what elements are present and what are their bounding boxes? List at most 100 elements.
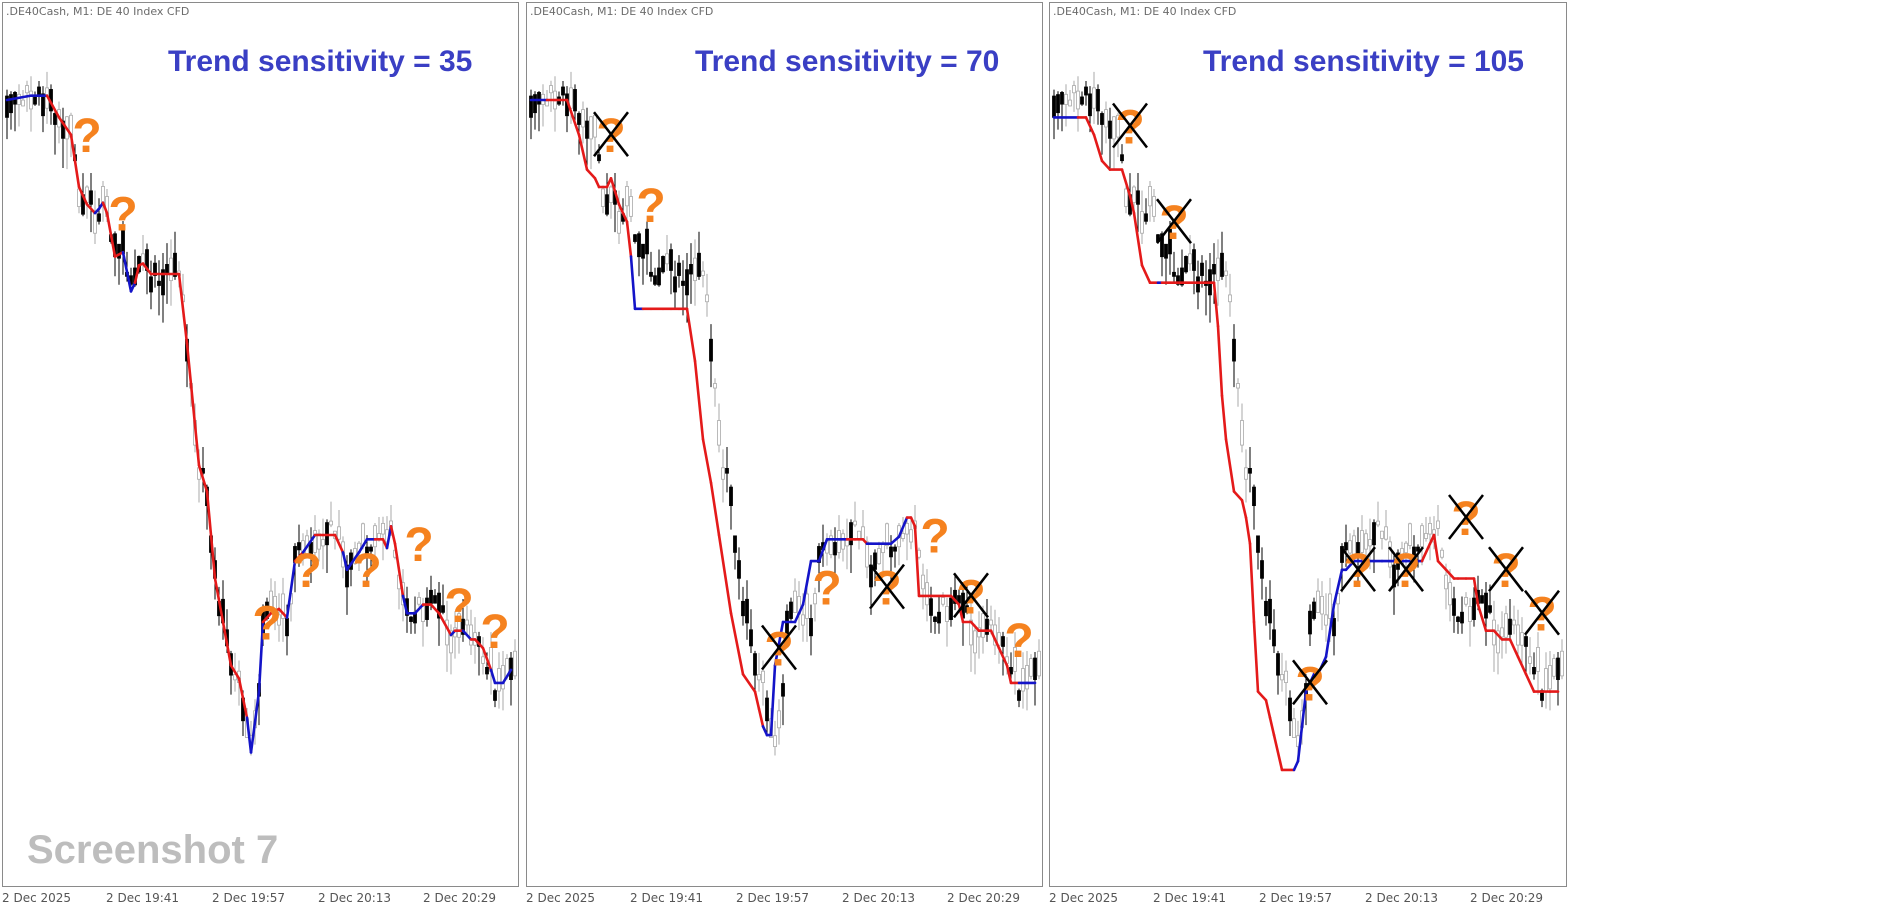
- chart-panel-3[interactable]: ???????? .DE40Cash, M1: DE 40 Index CFD …: [1049, 2, 1567, 887]
- candle-body: [149, 276, 153, 293]
- question-mark-annotation: ?: [480, 606, 509, 659]
- candle-body: [481, 656, 485, 664]
- candle-body: [985, 618, 989, 635]
- candle-body: [297, 542, 301, 551]
- trend-line-segment: [969, 620, 981, 633]
- trend-line-segment: [1300, 690, 1308, 728]
- candle-body: [1033, 657, 1037, 680]
- candle-body: [1092, 87, 1096, 109]
- trend-line-segment: [129, 281, 137, 293]
- candle-body: [1316, 590, 1320, 614]
- candle-body: [1196, 276, 1200, 293]
- trend-line-segment: [437, 611, 453, 637]
- candle-body: [1548, 665, 1552, 690]
- x-tick-label: 2 Dec 20:29: [1470, 891, 1544, 905]
- candle-body: [1152, 196, 1156, 217]
- candle-body: [1013, 647, 1017, 672]
- candle-body: [1120, 154, 1124, 162]
- candle-body: [533, 94, 537, 114]
- candle-body: [1037, 650, 1041, 677]
- trend-line-segment: [185, 342, 201, 467]
- trend-line-segment: [141, 262, 153, 276]
- candle-body: [1021, 668, 1025, 692]
- candle-body: [409, 616, 413, 622]
- candle-body: [501, 665, 505, 690]
- candle-body: [1360, 530, 1364, 553]
- candle-body: [617, 211, 621, 234]
- candle-body: [1228, 294, 1232, 303]
- candle-body: [153, 262, 157, 276]
- candle-body: [421, 606, 425, 622]
- trend-line-segment: [609, 177, 621, 206]
- cross-out-mark: [1340, 546, 1376, 592]
- candle-body: [157, 280, 161, 286]
- candle-body: [1508, 618, 1512, 635]
- trend-line-segment: [909, 516, 917, 528]
- candle-body: [17, 93, 21, 105]
- chart-panel-2[interactable]: ???????? .DE40Cash, M1: DE 40 Index CFD …: [526, 2, 1043, 887]
- candle-body: [1252, 486, 1256, 507]
- candle-body: [1320, 595, 1324, 615]
- question-mark-annotation: ?: [1527, 589, 1556, 642]
- candle-body: [89, 190, 93, 205]
- trend-line-segment: [293, 551, 305, 563]
- candle-body: [1017, 690, 1021, 701]
- trend-line-segment: [1084, 116, 1096, 137]
- trend-line-segment: [113, 250, 125, 258]
- candle-body: [5, 95, 9, 118]
- candle-body: [673, 276, 677, 293]
- candle-body: [1496, 630, 1500, 654]
- candle-body: [969, 619, 973, 646]
- candle-body: [1192, 249, 1196, 271]
- candle-body: [649, 271, 653, 277]
- trend-line-segment: [741, 672, 757, 693]
- candle-body: [165, 264, 169, 275]
- trend-line-segment: [1240, 498, 1248, 519]
- x-tick-label: 2 Dec 20:29: [947, 891, 1021, 905]
- x-tick-label: 2 Dec 19:57: [212, 891, 286, 905]
- x-tick-label: 2 Dec 19:57: [1259, 891, 1333, 905]
- candle-body: [1132, 186, 1136, 204]
- candle-body: [437, 592, 441, 619]
- trend-line-segment: [121, 250, 133, 293]
- candle-body: [1076, 90, 1080, 110]
- candle-body: [1524, 636, 1528, 647]
- trend-line-segment: [1132, 211, 1144, 267]
- cross-out-mark: [1156, 198, 1192, 244]
- candle-body: [949, 597, 953, 620]
- trend-line-segment: [1232, 490, 1244, 502]
- candle-body: [37, 86, 41, 96]
- candle-body: [1288, 697, 1292, 722]
- trend-line-segment: [1256, 690, 1268, 702]
- question-mark-annotation: ?: [1491, 545, 1520, 598]
- trend-line-segment: [889, 535, 901, 546]
- candle-body: [433, 595, 437, 604]
- candle-body: [741, 600, 745, 617]
- trend-line-segment: [501, 668, 513, 685]
- candle-body: [1448, 582, 1452, 606]
- candle-body: [837, 530, 841, 553]
- trend-line-segment: [345, 551, 361, 572]
- candle-body: [1480, 595, 1484, 604]
- candle-body: [169, 257, 173, 282]
- candle-body: [485, 666, 489, 675]
- candle-body: [977, 627, 981, 638]
- candle-body: [833, 542, 837, 556]
- question-mark-annotation: ?: [812, 563, 841, 616]
- candle-body: [425, 597, 429, 620]
- chart-panel-1[interactable]: ???????? .DE40Cash, M1: DE 40 Index CFD …: [2, 2, 519, 887]
- trend-line-segment: [1324, 603, 1336, 659]
- candle-body: [1348, 540, 1352, 554]
- candle-body: [877, 548, 881, 565]
- trend-line-segment: [793, 603, 805, 624]
- trend-line-segment: [629, 255, 637, 311]
- chart-svg-1: ????????: [5, 71, 517, 756]
- question-mark-annotation: ?: [72, 110, 101, 163]
- trend-line-segment: [949, 594, 961, 606]
- candle-body: [609, 186, 613, 204]
- trend-line-segment: [1272, 733, 1284, 772]
- candle-body: [1392, 564, 1396, 588]
- candle-body: [41, 93, 45, 117]
- trend-line-segment: [1420, 542, 1432, 563]
- candle-body: [573, 89, 577, 112]
